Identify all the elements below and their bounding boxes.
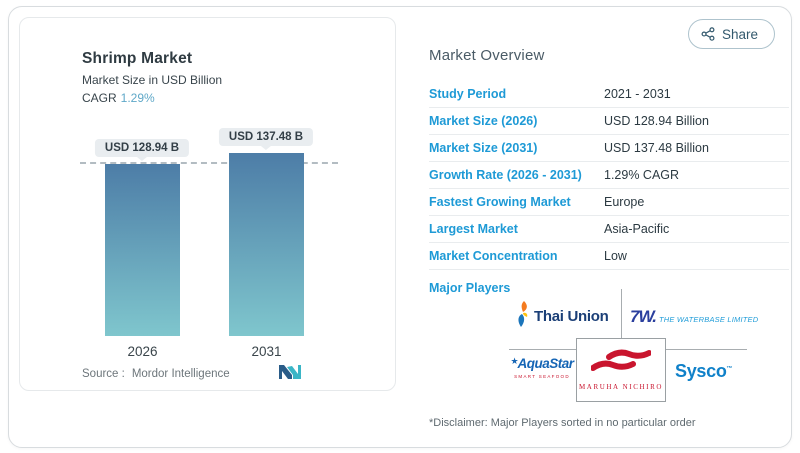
row-label: Market Size (2031) [429,141,538,155]
bar-value-label-2026: USD 128.94 B [94,139,190,158]
logo-divider-left [509,349,576,350]
maruha-nichiro-logo: MARUHA NICHIRO [576,338,666,402]
sysco-trademark: ™ [726,366,733,372]
aquastar-star-icon: ★ [510,356,519,366]
bar-value-label-2031: USD 137.48 B [218,128,314,146]
overview-table: Study Period 2021 - 2031 Market Size (20… [429,81,789,270]
row-value: USD 128.94 Billion [604,114,709,128]
table-row: Study Period 2021 - 2031 [429,81,789,108]
logo-divider-right [666,349,747,350]
thai-union-wordmark: Thai Union [534,308,609,325]
row-label: Market Concentration [429,249,558,263]
waterbase-logo: 7W. THE WATERBASE LIMITED [630,307,758,327]
cagr-value: 1.29% [120,91,155,105]
share-button[interactable]: Share [687,19,775,49]
bar-2031[interactable] [229,153,304,336]
sysco-logo: Sysco™ [675,361,733,382]
row-label: Study Period [429,87,507,101]
table-row: Market Concentration Low [429,243,789,270]
logo-divider-vertical [621,289,622,338]
row-value: USD 137.48 Billion [604,141,709,155]
row-value: 2021 - 2031 [604,87,671,101]
source-line: Source : Mordor Intelligence [82,368,230,380]
aquastar-logo: ★AquaStar SMART SEAFOOD [504,355,580,379]
chart-cagr-line: CAGR 1.29% [82,91,155,105]
disclaimer-text: *Disclaimer: Major Players sorted in no … [429,417,696,429]
table-row: Market Size (2031) USD 137.48 Billion [429,135,789,162]
share-icon [701,27,715,41]
waterbase-monogram: 7W. [630,307,657,326]
row-value: Europe [604,195,645,209]
row-label: Growth Rate (2026 - 2031) [429,168,582,182]
row-value: Asia-Pacific [604,222,670,236]
row-value: 1.29% CAGR [604,168,680,182]
market-report-card: Share Shrimp Market Market Size in USD B… [8,6,792,448]
row-label: Fastest Growing Market [429,195,571,209]
overview-heading: Market Overview [429,47,545,64]
table-row: Market Size (2026) USD 128.94 Billion [429,108,789,135]
chart-subtitle: Market Size in USD Billion [82,73,223,87]
table-row: Growth Rate (2026 - 2031) 1.29% CAGR [429,162,789,189]
reference-dashed-line [80,162,338,165]
cagr-label: CAGR [82,91,117,105]
bar-2026[interactable] [105,164,180,336]
market-size-chart-card: Shrimp Market Market Size in USD Billion… [19,17,396,391]
row-label: Market Size (2026) [429,114,538,128]
thai-union-logo: Thai Union [515,301,609,332]
chart-title: Shrimp Market [82,50,193,67]
table-row: Largest Market Asia-Pacific [429,216,789,243]
share-button-label: Share [721,26,758,42]
maruha-waves-icon [590,349,652,380]
aquastar-tagline: SMART SEAFOOD [514,374,570,379]
row-label: Largest Market [429,222,518,236]
major-players-label: Major Players [429,281,511,295]
source-label: Source : [82,368,125,380]
mordor-intelligence-logo-icon [278,364,302,385]
x-axis-label-2026: 2026 [127,344,158,359]
aquastar-wordmark: AquaStar [517,356,575,371]
x-axis-label-2031: 2031 [251,344,282,359]
row-value: Low [604,249,627,263]
sysco-wordmark: Sysco [675,361,727,381]
bar-chart: USD 128.94 B USD 137.48 B 2026 2031 [20,18,395,390]
waterbase-wordmark: THE WATERBASE LIMITED [658,315,759,324]
thai-union-flame-icon [515,301,530,332]
table-row: Fastest Growing Market Europe [429,189,789,216]
source-value: Mordor Intelligence [131,368,230,380]
maruha-wordmark: MARUHA NICHIRO [578,383,664,391]
